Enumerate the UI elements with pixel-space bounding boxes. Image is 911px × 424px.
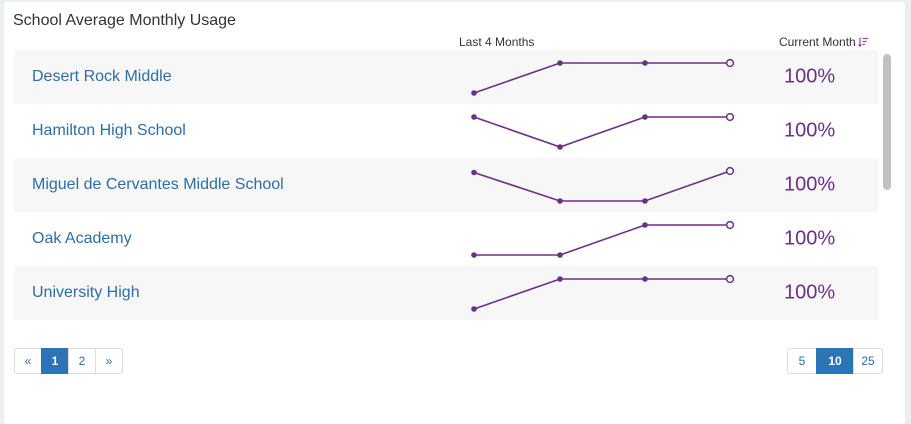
pagination: « 1 2 » <box>14 348 123 374</box>
current-month-value: 100% <box>784 227 836 250</box>
next-page-button[interactable]: » <box>95 348 123 374</box>
sparkline-point <box>557 144 563 150</box>
table-row: Oak Academy 100% <box>14 212 878 266</box>
sparkline-point <box>471 114 477 120</box>
school-link[interactable]: University High <box>32 284 140 301</box>
school-table: Desert Rock Middle 100% Hamilton High Sc… <box>14 50 878 330</box>
table-scrollbar[interactable] <box>880 50 894 328</box>
sort-descending-icon[interactable] <box>857 37 868 47</box>
school-link[interactable]: Miguel de Cervantes Middle School <box>32 176 284 193</box>
page-size-25-button[interactable]: 25 <box>853 348 883 374</box>
table-row: University High 100% <box>14 266 878 320</box>
sparkline-point <box>642 114 648 120</box>
page-1-button[interactable]: 1 <box>41 348 69 374</box>
column-header-current-month[interactable]: Current Month <box>779 35 868 49</box>
school-link[interactable]: Oak Academy <box>32 230 132 247</box>
school-link[interactable]: Hamilton High School <box>32 122 186 139</box>
sparkline-point <box>642 222 648 228</box>
sparkline-point <box>557 60 563 66</box>
scrollbar-thumb[interactable] <box>883 54 891 190</box>
prev-page-button[interactable]: « <box>14 348 42 374</box>
sparkline <box>471 58 735 96</box>
sparkline <box>471 166 735 204</box>
school-link[interactable]: Desert Rock Middle <box>32 68 172 85</box>
page-2-button[interactable]: 2 <box>68 348 96 374</box>
sparkline-path <box>473 116 730 148</box>
page-size-5-button[interactable]: 5 <box>787 348 817 374</box>
sparkline-point <box>557 276 563 282</box>
sparkline <box>471 112 735 150</box>
sparkline-point <box>642 60 648 66</box>
sparkline-current-point <box>725 274 735 284</box>
current-month-value: 100% <box>784 173 836 196</box>
current-month-value: 100% <box>784 281 836 304</box>
sparkline-point <box>471 169 477 176</box>
sparkline-point <box>557 252 563 258</box>
page-size-selector: 5 10 25 <box>787 348 883 374</box>
sparkline <box>471 274 735 312</box>
sparkline-point <box>471 90 477 96</box>
sparkline-path <box>473 62 730 94</box>
sparkline-point <box>642 198 648 204</box>
panel-title: School Average Monthly Usage <box>13 12 236 29</box>
table-row: Hamilton High School 100% <box>14 104 878 158</box>
sparkline-path <box>473 278 730 310</box>
sparkline-current-point <box>725 220 735 230</box>
column-header-last-4-months: Last 4 Months <box>459 35 535 49</box>
sparkline-path <box>474 224 730 256</box>
usage-panel: School Average Monthly Usage Last 4 Mont… <box>4 2 905 424</box>
sparkline-current-point <box>725 112 735 122</box>
table-row: Desert Rock Middle 100% <box>14 50 878 104</box>
current-month-value: 100% <box>784 119 836 142</box>
sparkline-current-point <box>725 166 735 176</box>
sparkline <box>471 220 735 258</box>
table-row: Miguel de Cervantes Middle School 100% <box>14 158 878 212</box>
sparkline-point <box>471 252 477 258</box>
sparkline-current-point <box>725 58 735 68</box>
column-header-current-month-label: Current Month <box>779 35 856 49</box>
sparkline-point <box>557 198 563 204</box>
current-month-value: 100% <box>784 65 836 88</box>
sparkline-path <box>473 170 731 202</box>
sparkline-point <box>471 306 477 312</box>
page-size-10-button[interactable]: 10 <box>816 348 854 374</box>
sparkline-point <box>642 276 648 282</box>
